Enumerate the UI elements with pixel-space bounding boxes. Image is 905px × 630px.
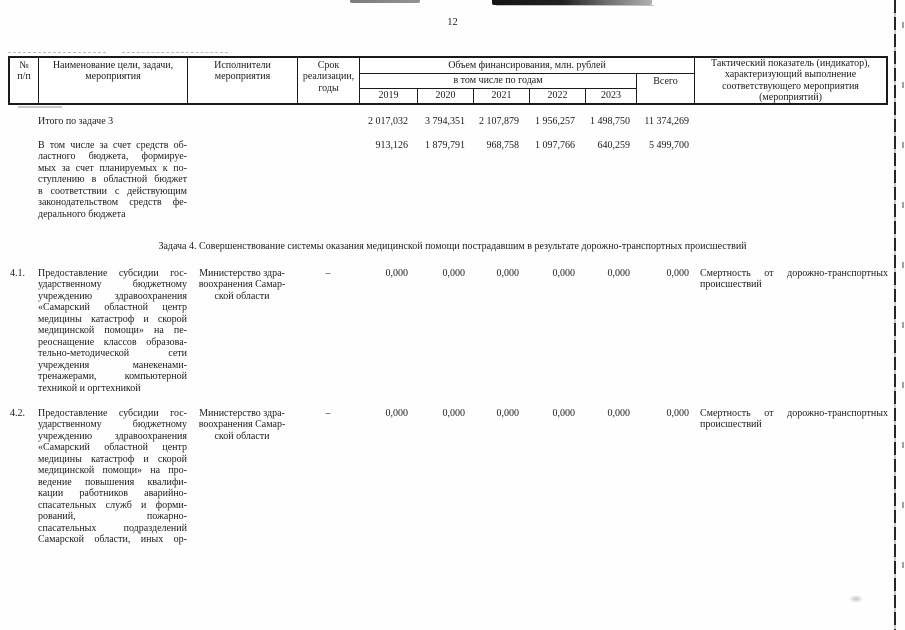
scan-artifact-mark	[849, 595, 863, 603]
row-4-1-values: 0,000 0,000 0,000 0,000 0,000 0,000	[0, 268, 905, 280]
scan-artifact-bar	[492, 0, 652, 5]
row-4-1-executor: Министерство здра-воохранения Самар-ской…	[198, 268, 286, 302]
value-2019: 0,000	[385, 268, 409, 279]
header-total: Всего	[637, 74, 695, 103]
oblast-budget-values: 913,126 1 879,791 968,758 1 097,766 640,…	[0, 140, 905, 152]
header-year-2019: 2019	[360, 88, 418, 103]
header-year-2020: 2020	[418, 88, 474, 103]
page-number: 12	[447, 17, 458, 28]
row-4-2-term-dash: –	[325, 408, 331, 419]
header-col-executors: Исполнители мероприятия	[188, 58, 298, 103]
value-2021: 968,758	[486, 140, 520, 151]
value-2023: 1 498,750	[590, 116, 630, 127]
value-total: 5 499,700	[649, 140, 689, 151]
header-col-term: Срок реализации, годы	[298, 58, 360, 103]
oblast-budget-note: В том числе за счет средств об-ластного …	[38, 140, 187, 220]
header-indicator: Тактический показатель (индикатор), хара…	[711, 57, 870, 103]
scan-artifact-dash	[122, 52, 228, 53]
row-4-1-number: 4.1.	[10, 268, 25, 279]
value-total: 11 374,269	[644, 116, 689, 127]
value-2020: 0,000	[442, 408, 466, 419]
value-2019: 913,126	[375, 140, 409, 151]
value-2023: 0,000	[607, 408, 631, 419]
row-4-1-indicator: Смертность от дорожно-транспортных происш…	[700, 268, 888, 291]
header-col-number: № п/п	[10, 58, 39, 103]
value-2019: 2 017,032	[368, 116, 408, 127]
scan-artifact-bar	[350, 0, 420, 3]
header-by-years: в том числе по годам	[360, 74, 637, 89]
value-2020: 3 794,351	[425, 116, 465, 127]
scan-edge-line	[894, 0, 896, 630]
value-2023: 0,000	[607, 268, 631, 279]
row-4-2-activity-name: Предоставление субсидии гос-ударственном…	[38, 408, 187, 545]
header-year-2022: 2022	[530, 88, 586, 103]
header-year-2021: 2021	[474, 88, 530, 103]
task3-totals-label: Итого по задаче 3	[38, 116, 114, 127]
header-year-2023: 2023	[586, 88, 637, 103]
row-4-2-indicator: Смертность от дорожно-транспортных происш…	[700, 408, 888, 431]
value-2021: 2 107,879	[479, 116, 519, 127]
header-financing: Объем финансирования, млн. рублей	[360, 58, 695, 74]
value-2022: 1 097,766	[535, 140, 575, 151]
row-4-2-executor: Министерство здра-воохранения Самар-ской…	[198, 408, 286, 442]
value-2020: 1 879,791	[425, 140, 465, 151]
scan-artifact-dash	[8, 52, 106, 53]
value-2021: 0,000	[496, 408, 520, 419]
task4-heading: Задача 4. Совершенствование системы оказ…	[158, 241, 747, 252]
value-2022: 0,000	[552, 408, 576, 419]
value-total: 0,000	[666, 408, 690, 419]
value-total: 0,000	[666, 268, 690, 279]
row-4-1-term-dash: –	[325, 268, 331, 279]
task3-totals-values: 2 017,032 3 794,351 2 107,879 1 956,257 …	[0, 116, 905, 128]
value-2023: 640,259	[597, 140, 631, 151]
value-2019: 0,000	[385, 408, 409, 419]
header-col-name: Наименование цели, задачи, мероприятия	[39, 58, 188, 103]
scan-edge-ticks	[902, 22, 904, 612]
value-2020: 0,000	[442, 268, 466, 279]
program-table-header: № п/п Наименование цели, задачи, меропри…	[8, 56, 888, 105]
header-col-number-line2: п/п	[17, 71, 31, 83]
scan-artifact-smudge	[18, 106, 62, 108]
header-col-number-line1: №	[19, 60, 29, 71]
scan-artifact-line	[496, 5, 654, 6]
row-4-1-activity-name: Предоставление субсидии гос-ударственном…	[38, 268, 187, 394]
value-2022: 0,000	[552, 268, 576, 279]
value-2022: 1 956,257	[535, 116, 575, 127]
value-2021: 0,000	[496, 268, 520, 279]
row-4-2-number: 4.2.	[10, 408, 25, 419]
row-4-2-values: 0,000 0,000 0,000 0,000 0,000 0,000	[0, 408, 905, 420]
